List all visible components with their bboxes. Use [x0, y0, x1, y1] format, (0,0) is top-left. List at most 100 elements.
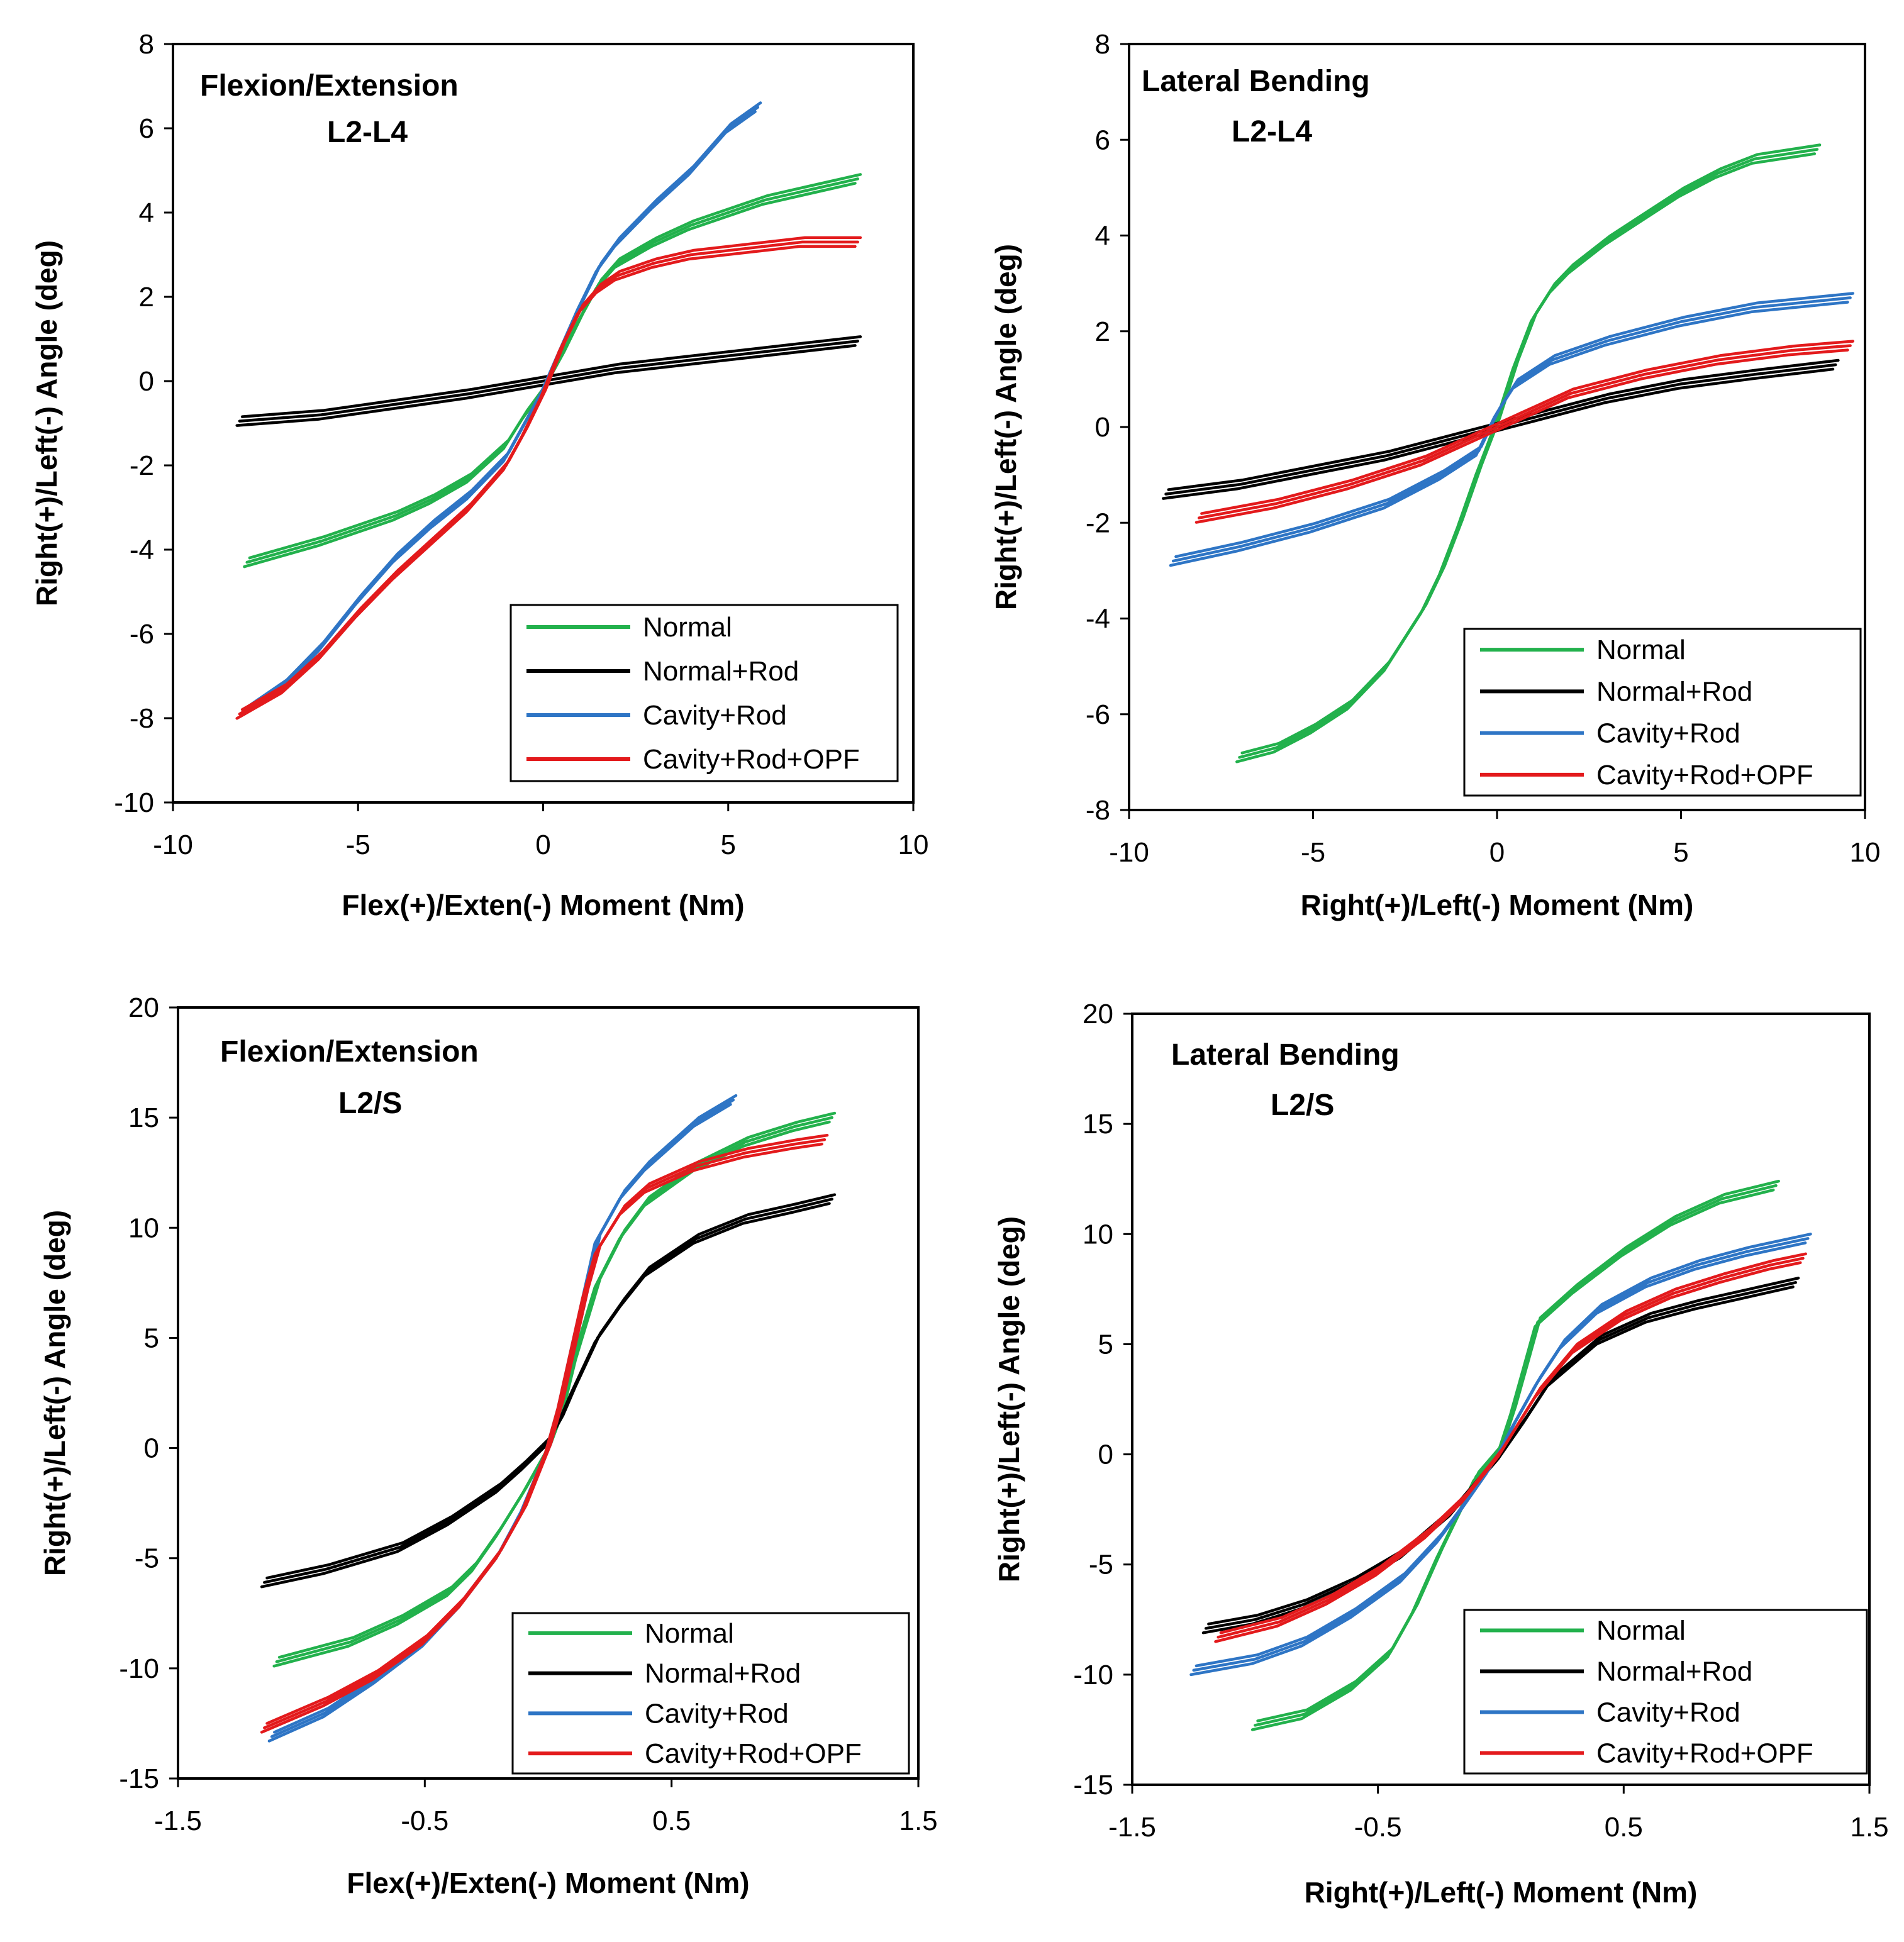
legend-label-normal: Normal	[643, 612, 732, 643]
x-tick-label: -0.5	[401, 1806, 448, 1836]
y-tick-label: -15	[119, 1763, 159, 1794]
series-line-cavity-plus-rod-plus-opf-loop-2	[1194, 348, 1849, 524]
panel-subtitle: L2-L4	[1232, 115, 1312, 148]
y-tick-label: 6	[1095, 125, 1110, 155]
legend-label-cavity-plus-rod-plus-opf: Cavity+Rod+OPF	[645, 1738, 862, 1769]
legend: Normal Normal+Rod Cavity+Rod Cavity+Rod+OPF	[1463, 628, 1862, 797]
series-line-cavity-plus-rod-plus-opf-loop-1	[1219, 1252, 1807, 1634]
y-tick-label: 20	[128, 992, 159, 1023]
x-tick-label: 5	[721, 830, 736, 860]
panel-1: -10 -8 -6 -4 -2 0 2 4 6 8 -10 -5 0 5 10 Flex(+)/Exten(-…	[30, 29, 928, 921]
y-tick-label: 10	[1083, 1219, 1113, 1250]
x-tick-label: -10	[153, 830, 193, 860]
x-tick-label: 0.5	[1605, 1812, 1643, 1843]
legend-box	[1463, 1609, 1868, 1775]
legend-box	[509, 604, 899, 782]
series-line-cavity-plus-rod-plus-opf-loop-2	[235, 245, 857, 720]
x-tick-label: -5	[1301, 837, 1325, 868]
series-line-normal-plus-rod-loop-1	[240, 335, 862, 418]
legend-label-cavity-plus-rod-plus-opf: Cavity+Rod+OPF	[1596, 760, 1813, 791]
y-tick-label: 15	[128, 1102, 159, 1133]
legend: Normal Normal+Rod Cavity+Rod Cavity+Rod+OPF	[509, 604, 899, 782]
series-line-cavity-plus-rod-plus-opf-loop-1	[240, 236, 862, 711]
legend-label-cavity-plus-rod-plus-opf: Cavity+Rod+OPF	[1596, 1738, 1813, 1769]
y-axis-label: Right(+)/Left(-) Angle (deg)	[38, 1210, 71, 1576]
x-tick-label: 0.5	[652, 1806, 691, 1836]
series-line-cavity-plus-rod-plus-opf	[263, 1138, 827, 1729]
panel-title: Lateral Bending	[1171, 1038, 1400, 1072]
series-line-cavity-plus-rod-plus-opf-loop-2	[1214, 1261, 1802, 1643]
panel-title: Flexion/Extension	[200, 69, 459, 103]
x-tick-label: 10	[1850, 837, 1881, 868]
y-tick-label: -10	[114, 787, 154, 818]
y-tick-label: -8	[1086, 795, 1110, 826]
series-line-normal-plus-rod	[238, 340, 859, 423]
x-tick-label: 10	[898, 830, 929, 860]
x-axis-label: Flex(+)/Exten(-) Moment (Nm)	[347, 1867, 749, 1899]
y-tick-label: -15	[1073, 1770, 1113, 1801]
series-line-cavity-plus-rod-loop-2	[243, 110, 757, 716]
y-tick-label: -4	[1086, 604, 1110, 635]
series-line-cavity-plus-rod-loop-2	[1169, 301, 1849, 567]
y-tick-label: 6	[139, 113, 154, 144]
y-tick-label: 0	[1095, 412, 1110, 443]
legend-label-cavity-plus-rod: Cavity+Rod	[645, 1698, 789, 1729]
legend-label-normal: Normal	[1596, 1616, 1686, 1646]
y-axis-label: Right(+)/Left(-) Angle (deg)	[989, 244, 1022, 610]
legend-label-cavity-plus-rod: Cavity+Rod	[1596, 1697, 1740, 1728]
legend: Normal Normal+Rod Cavity+Rod Cavity+Rod+OPF	[511, 1612, 910, 1775]
legend-label-normal-plus-rod: Normal+Rod	[645, 1658, 801, 1689]
y-tick-label: -5	[1089, 1550, 1113, 1580]
plot-frame	[177, 1006, 920, 1780]
y-tick-label: -10	[119, 1653, 159, 1684]
panel-title: Lateral Bending	[1142, 65, 1370, 98]
x-tick-label: -1.5	[154, 1806, 202, 1836]
y-tick-label: -5	[135, 1543, 159, 1574]
y-tick-label: -4	[130, 535, 154, 565]
panel-subtitle: L2/S	[1271, 1089, 1334, 1122]
y-tick-label: 20	[1083, 999, 1113, 1029]
legend-label-normal-plus-rod: Normal+Rod	[643, 656, 799, 687]
x-tick-label: 0	[1489, 837, 1505, 868]
legend-label-normal: Normal	[1596, 635, 1686, 665]
x-axis-label: Flex(+)/Exten(-) Moment (Nm)	[342, 889, 744, 921]
series-line-normal-plus-rod	[263, 1197, 833, 1584]
series-line-cavity-plus-rod-plus-opf-loop-2	[260, 1142, 823, 1734]
y-tick-label: 15	[1083, 1109, 1113, 1140]
y-tick-label: 10	[128, 1212, 159, 1243]
x-tick-label: 0	[535, 830, 550, 860]
x-axis-label: Right(+)/Left(-) Moment (Nm)	[1301, 889, 1694, 921]
series-line-normal-loop-2	[272, 1120, 831, 1668]
y-tick-label: -8	[130, 703, 154, 734]
series-line-normal-loop-1	[277, 1111, 837, 1659]
series-line-normal-loop-2	[1235, 152, 1817, 763]
plot-frame	[1131, 1013, 1871, 1786]
legend-label-normal: Normal	[645, 1618, 734, 1649]
series-line-cavity-plus-rod	[1171, 296, 1852, 563]
y-tick-label: 2	[139, 282, 154, 313]
y-tick-label: -10	[1073, 1660, 1113, 1690]
x-tick-label: -0.5	[1354, 1812, 1402, 1843]
y-axis-label: Right(+)/Left(-) Angle (deg)	[993, 1216, 1025, 1582]
legend-label-normal-plus-rod: Normal+Rod	[1596, 1656, 1752, 1687]
legend-label-normal-plus-rod: Normal+Rod	[1596, 676, 1752, 707]
panel-3: -15 -10 -5 0 5 10 15 20 -1.5 -0.5 0.5 1.5 Flex(+)/Ex…	[38, 992, 938, 1899]
panel-subtitle: L2-L4	[327, 116, 408, 149]
series-line-normal-loop-2	[243, 182, 857, 569]
series-line-normal-plus-rod-loop-1	[265, 1193, 837, 1580]
x-tick-label: -5	[346, 830, 370, 860]
legend-box	[1463, 628, 1862, 797]
series-line-cavity-plus-rod-plus-opf-loop-1	[1200, 340, 1855, 515]
legend-box	[511, 1612, 910, 1775]
legend-label-cavity-plus-rod: Cavity+Rod	[1596, 718, 1740, 749]
x-tick-label: 5	[1673, 837, 1688, 868]
y-tick-label: 5	[144, 1323, 159, 1353]
y-tick-label: 0	[1098, 1440, 1113, 1470]
y-tick-label: -6	[1086, 699, 1110, 730]
series-line-cavity-plus-rod-plus-opf	[1197, 344, 1852, 519]
series-line-normal	[275, 1116, 833, 1663]
y-tick-label: 4	[1095, 221, 1110, 252]
series-line-normal-plus-rod-loop-2	[260, 1202, 831, 1589]
x-tick-label: 1.5	[1850, 1812, 1888, 1843]
